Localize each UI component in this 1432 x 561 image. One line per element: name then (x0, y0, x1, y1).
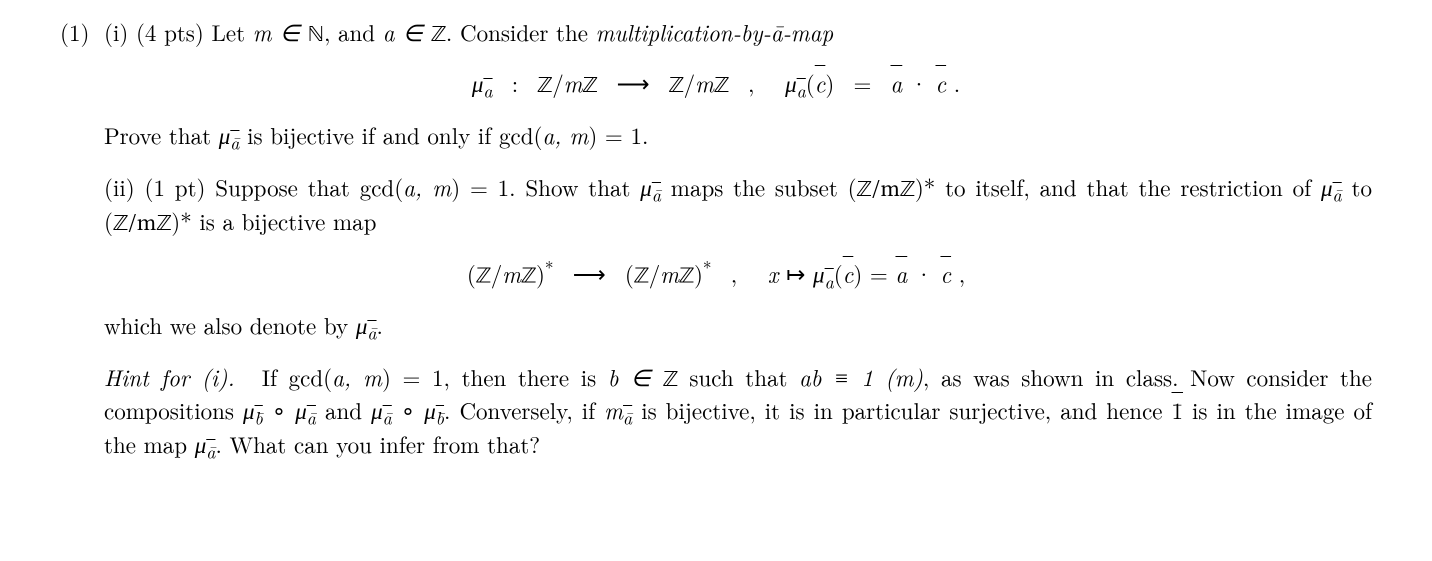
page: (1) (i) (4 pts) Let m ∈ ℕ, and a ∈ ℤ. Co… (0, 0, 1432, 494)
text: such that (678, 360, 799, 393)
ring: ℤ/mℤ (113, 213, 171, 236)
mu: μ (356, 308, 368, 341)
part-ii: (ii) (1 pt) Suppose that gcd(a, m) = 1. … (104, 173, 1372, 240)
problem-number: (1) (60, 18, 104, 47)
text: and (316, 393, 371, 426)
ring: ℤ/mℤ (857, 179, 915, 202)
text: ) = 1, then there is (382, 360, 608, 393)
m-mu: m (604, 393, 623, 426)
mu: μ (219, 118, 231, 151)
mu: μ (195, 427, 207, 460)
mu: μ (424, 393, 436, 426)
mu: μ (640, 170, 652, 203)
text: is bijective if and only if gcd( (239, 118, 542, 151)
part-ii-label: (ii) (104, 170, 135, 203)
mu-sub: ā (367, 321, 376, 346)
set-z: ℤ (431, 24, 446, 47)
circ: ∘ (263, 393, 295, 426)
math-m: m ∈ (253, 15, 308, 48)
text: . Conversely, if (444, 393, 604, 426)
text: which we also denote by (104, 308, 356, 341)
part-i-points: (4 pts) (136, 15, 204, 48)
text: If gcd( (262, 360, 332, 393)
hint: Hint for (i). If gcd(a, m) = 1, then the… (104, 363, 1372, 464)
text: Suppose that gcd( (215, 170, 403, 203)
part-i-label: (i) (104, 15, 128, 48)
set-z: ℤ (663, 369, 678, 392)
text: Prove that (104, 118, 219, 151)
congruence: ab ≡ 1 (m) (799, 360, 923, 393)
part-i-intro: (i) (4 pts) Let m ∈ ℕ, and a ∈ ℤ. Consid… (104, 18, 1372, 51)
text: . (377, 308, 383, 341)
gcd-args: a, m (403, 170, 451, 203)
display-equation-2: (ℤ/mℤ)* ⟶ (ℤ/mℤ)* , x ↦ μa(c) = a · c , (60, 258, 1372, 294)
mu-sub: ā (1333, 182, 1342, 207)
part-i-header: (1) (i) (4 pts) Let m ∈ ℕ, and a ∈ ℤ. Co… (60, 18, 1372, 51)
text: . What can you infer from that? (215, 427, 540, 460)
mu: μ (371, 393, 383, 426)
circ: ∘ (392, 393, 424, 426)
display-equation-1: μa : ℤ/mℤ ⟶ ℤ/mℤ , μa(c) = a · c . (60, 69, 1372, 103)
b-in: b ∈ (608, 360, 663, 393)
term-multiplication-map: multiplication-by-ā-map (596, 15, 834, 48)
part-ii-tail: which we also denote by μā. (104, 311, 1372, 345)
gcd-args: a, m (542, 118, 588, 151)
hint-label: Hint for (i). (104, 360, 235, 393)
text: Let (212, 15, 253, 48)
mu: μ (243, 393, 255, 426)
set-n: ℕ (308, 24, 324, 47)
text: ) = 1. (588, 118, 648, 151)
text: )* to itself, and that the restriction o… (915, 170, 1321, 203)
gcd-args: a, m (332, 360, 382, 393)
text: is bijective, it is in particular surjec… (632, 393, 1171, 426)
text: )* is a bijective map (171, 204, 376, 237)
text: , and (324, 15, 383, 48)
text: . Consider the (446, 15, 596, 48)
part-ii-points: (1 pt) (145, 170, 206, 203)
mu: μ (295, 393, 307, 426)
mu-sub-a: ā (623, 406, 632, 431)
one-bar: 1̄ (1172, 393, 1184, 426)
mu: μ (1321, 170, 1333, 203)
mu-sub: ā (652, 182, 661, 207)
part-i-claim: Prove that μā is bijective if and only i… (104, 121, 1372, 155)
math-a: a ∈ (383, 15, 431, 48)
text: ) = 1. Show that (451, 170, 640, 203)
text: maps the subset ( (661, 170, 857, 203)
